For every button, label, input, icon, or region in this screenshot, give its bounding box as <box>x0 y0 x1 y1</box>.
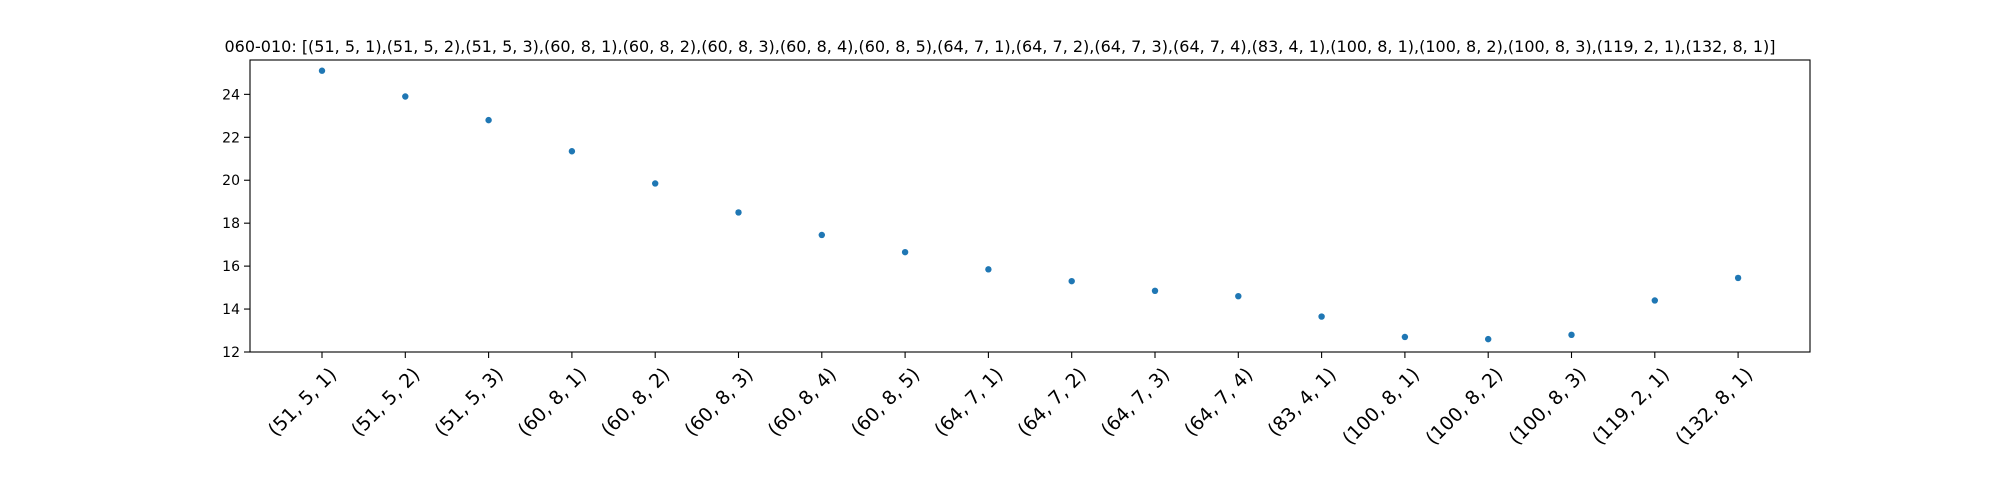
data-point <box>1568 331 1575 339</box>
x-tick-label: (60, 8, 3) <box>680 364 757 441</box>
x-tick-label: (64, 7, 1) <box>930 364 1007 441</box>
plot-marks <box>318 67 1742 343</box>
x-tick-label: (100, 8, 2) <box>1421 364 1507 450</box>
x-tick-label: (64, 7, 4) <box>1180 364 1257 441</box>
x-tick-label: (100, 8, 3) <box>1505 364 1591 450</box>
data-point <box>818 231 825 239</box>
x-tick-label: (60, 8, 1) <box>514 364 591 441</box>
x-axis: (51, 5, 1) (51, 5, 2) (51, 5, 3) (60, 8, 1)… <box>264 352 1757 449</box>
x-tick-label: (51, 5, 2) <box>347 364 424 441</box>
y-tick-label: 14 <box>222 302 240 318</box>
data-point <box>1485 335 1492 343</box>
data-point <box>485 116 492 124</box>
data-point <box>652 180 659 187</box>
y-tick-label: 16 <box>222 259 240 275</box>
x-tick-label: (60, 8, 4) <box>764 364 841 441</box>
data-point <box>1151 287 1159 295</box>
x-tick-label: (60, 8, 5) <box>847 364 924 441</box>
x-tick-label: (132, 8, 1) <box>1671 364 1757 450</box>
x-tick-label: (64, 7, 3) <box>1097 364 1174 441</box>
x-tick-label: (83, 4, 1) <box>1263 364 1340 441</box>
data-point <box>735 209 742 216</box>
y-tick-label: 18 <box>222 216 240 232</box>
data-point <box>1235 292 1242 300</box>
x-tick-label: (100, 8, 1) <box>1338 364 1424 450</box>
data-point <box>901 248 909 256</box>
data-point <box>1734 274 1742 282</box>
data-point <box>1318 313 1325 320</box>
data-point <box>402 93 409 100</box>
data-point <box>568 148 576 155</box>
x-tick-label: (64, 7, 2) <box>1014 364 1091 441</box>
y-tick-label: 22 <box>222 130 240 146</box>
data-point <box>1068 277 1075 285</box>
y-axis: 12 14 16 18 20 22 24 <box>222 87 250 361</box>
axes-frame <box>249 59 1811 353</box>
x-tick-label: (119, 2, 1) <box>1588 364 1674 450</box>
chart-title: 060-010: [(51, 5, 1),(51, 5, 2),(51, 5, … <box>224 37 1775 56</box>
x-tick-label: (51, 5, 1) <box>264 364 341 441</box>
data-point <box>318 67 326 74</box>
x-tick-label: (60, 8, 2) <box>597 364 674 441</box>
y-tick-label: 20 <box>222 173 240 189</box>
data-point <box>1401 333 1409 341</box>
y-tick-label: 24 <box>222 87 240 103</box>
y-tick-label: 12 <box>222 345 240 361</box>
x-tick-label: (51, 5, 3) <box>430 364 507 441</box>
data-point <box>985 266 992 273</box>
data-point <box>1651 297 1659 304</box>
